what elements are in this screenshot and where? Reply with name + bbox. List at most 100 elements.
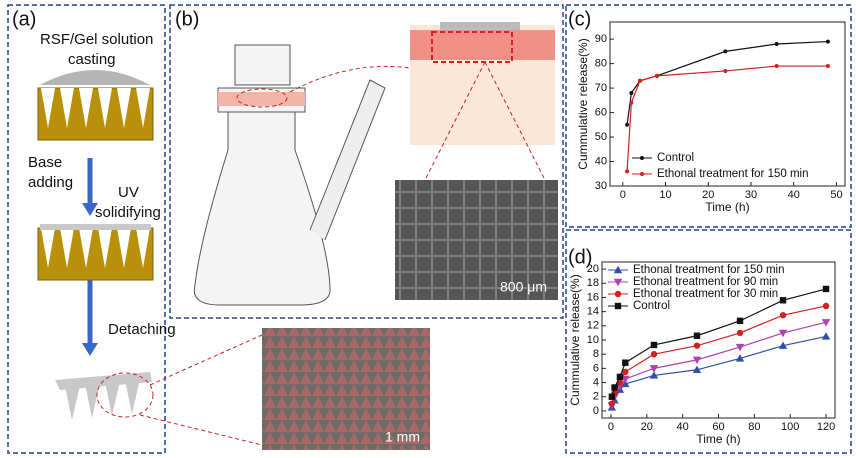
y-tick-label: 30 (595, 180, 607, 192)
step-label: Base (28, 154, 62, 171)
marker (611, 384, 618, 391)
needles (65, 379, 140, 420)
y-tick-label: 10 (587, 334, 599, 346)
panel-c-frame (565, 4, 852, 228)
marker (692, 365, 702, 373)
marker (621, 379, 630, 388)
step-label: UV (118, 184, 139, 201)
flask-arm (309, 79, 386, 241)
flask (193, 44, 331, 306)
marker (616, 373, 624, 381)
step-label: RSF/Gel solution (40, 31, 153, 48)
step-label: adding (28, 174, 73, 191)
zoom-line (289, 65, 411, 93)
marker (613, 278, 623, 287)
y-axis-label: Cummulative release(%) (568, 274, 582, 405)
micrograph-texture (395, 180, 558, 300)
y-tick-label: 0 (593, 405, 599, 417)
y-tick-label: 6 (593, 362, 599, 374)
y-tick-label: 40 (595, 155, 607, 167)
highlight (431, 31, 513, 63)
skin-surface (410, 30, 555, 60)
legend-label: Ethonal treatment for 150 min (633, 264, 785, 276)
marker (640, 156, 644, 160)
legend-label: Control (657, 152, 694, 164)
panel-b-frame (169, 4, 564, 319)
mold-cavity (41, 228, 150, 268)
marker (735, 343, 745, 352)
marker (640, 172, 644, 176)
x-tick-label: 20 (641, 421, 653, 433)
y-tick-label: 2 (593, 391, 599, 403)
x-tick-label: 10 (659, 189, 671, 201)
marker (622, 368, 629, 376)
marker (693, 332, 701, 339)
marker (614, 302, 622, 310)
x-axis-label: Time (h) (705, 200, 749, 214)
y-tick-label: 4 (593, 376, 599, 388)
marker (649, 365, 659, 373)
marker (736, 317, 744, 325)
scale-bar: 1 mm (385, 429, 420, 445)
x-tick-label: 0 (620, 189, 626, 201)
marker (825, 64, 830, 69)
marker (621, 375, 630, 384)
marker (723, 68, 728, 73)
marker (692, 356, 702, 365)
marker (774, 42, 779, 47)
marker (625, 122, 630, 127)
panel-label: (a) (12, 8, 36, 30)
y-tick-label: 18 (587, 277, 599, 289)
marker (822, 285, 830, 293)
legend-label: Ethonal treatment for 90 min (633, 276, 778, 288)
patch (440, 22, 520, 30)
x-axis-label: Time (h) (696, 432, 740, 446)
marker (779, 311, 787, 319)
x-tick-label: 50 (830, 189, 842, 201)
photo-texture (262, 328, 430, 450)
line (626, 40, 828, 125)
y-tick-label: 14 (587, 306, 599, 318)
skin-layer (218, 92, 305, 106)
panel-label: (d) (568, 246, 592, 268)
zoom-line (139, 334, 263, 446)
y-tick-label: 80 (595, 58, 607, 70)
marker (735, 354, 745, 362)
highlight (96, 372, 154, 418)
highlight (236, 88, 288, 108)
marker (778, 329, 788, 338)
y-tick-label: 12 (587, 320, 599, 332)
solution-drop (40, 70, 150, 85)
marker (637, 78, 642, 83)
marker (629, 100, 634, 105)
marker (622, 359, 629, 366)
patch (40, 224, 151, 230)
mold-cavity (41, 88, 150, 128)
x-tick-label: 60 (712, 421, 724, 433)
marker (629, 90, 634, 95)
x-tick-label: 100 (781, 421, 799, 433)
x-tick-label: 0 (608, 421, 614, 433)
marker (821, 332, 831, 340)
marker (650, 341, 658, 349)
panel-label: (c) (568, 8, 591, 30)
scale-bar: 800 μm (500, 279, 547, 295)
marker (614, 290, 622, 298)
x-tick-label: 80 (748, 421, 760, 433)
step-label: Detaching (108, 321, 176, 338)
marker (821, 319, 831, 327)
marker (736, 329, 744, 337)
marker (649, 371, 659, 379)
marker (613, 265, 623, 274)
y-tick-label: 90 (595, 33, 607, 45)
zoom-line (424, 61, 546, 181)
marker (693, 342, 701, 349)
marker (822, 302, 830, 310)
legend-label: Control (633, 300, 670, 312)
legend-label: Ethonal treatment for 150 min (657, 168, 809, 180)
legend-label: Ethonal treatment for 30 min (633, 288, 778, 300)
y-tick-label: 16 (587, 291, 599, 303)
panel-label: (b) (175, 8, 199, 30)
y-tick-label: 50 (595, 131, 607, 143)
marker (778, 341, 788, 349)
